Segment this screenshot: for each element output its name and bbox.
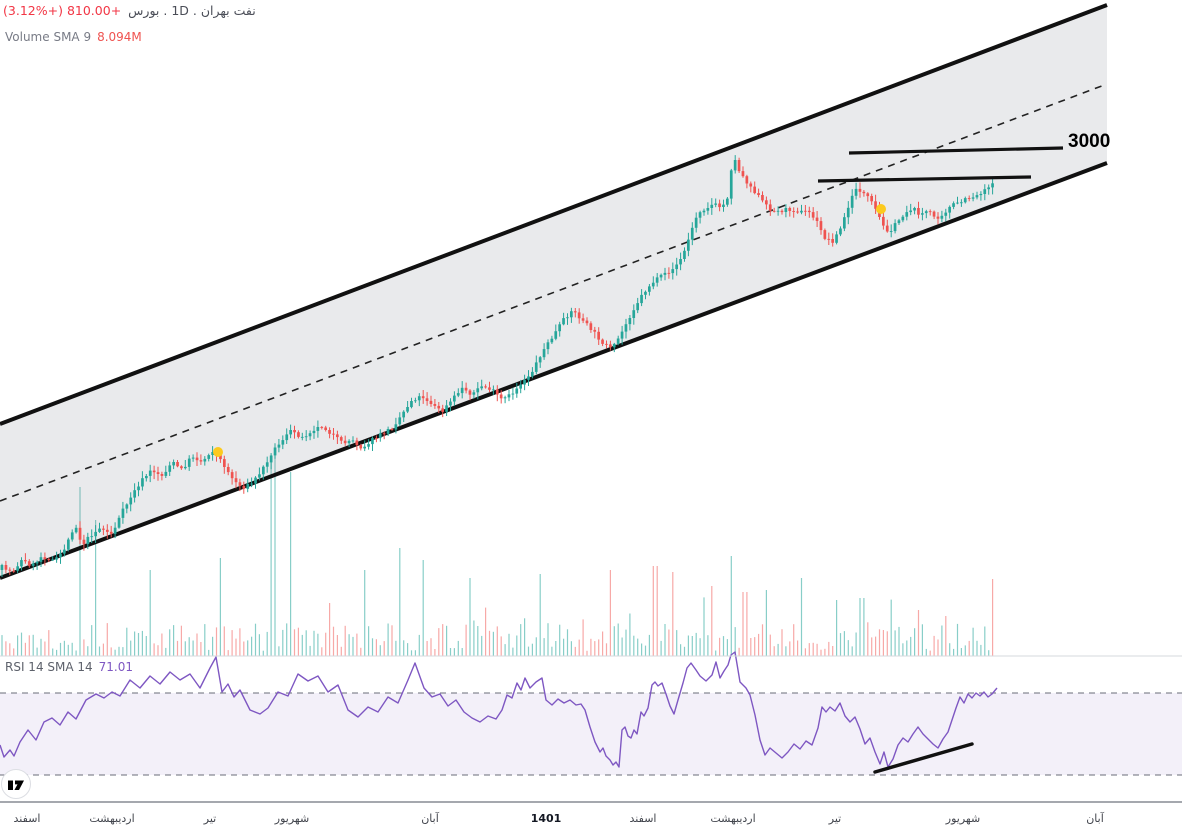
marker-dots [213, 204, 886, 457]
rsi-value: 71.01 [98, 660, 134, 674]
axis-month-label: شهریور [274, 812, 309, 825]
axis-month-label: تیر [203, 812, 216, 825]
volume-label: Volume SMA 9 [5, 30, 92, 44]
symbol-title: نفت بهران . 1D . بورس [128, 3, 256, 18]
axis-month-label: 1401 [531, 812, 562, 825]
level-lines[interactable] [817, 146, 1064, 183]
symbol-legend[interactable]: نفت بهران . 1D . بورس +810.00 (+3.12%) [3, 3, 256, 18]
price-change: +810.00 (+3.12%) [3, 3, 122, 18]
volume-value: 8.094M [97, 30, 142, 44]
axis-month-label: آبان [1086, 811, 1104, 825]
axis-month-label: آبان [421, 811, 439, 825]
rsi-pane[interactable] [0, 651, 1182, 776]
trend-channel[interactable] [0, 3, 1108, 580]
rsi-label: RSI 14 SMA 14 [5, 660, 93, 674]
time-axis[interactable]: اسفند اردیبهشت تیر شهریور آبان 1401 اسفند اردیب… [14, 811, 1105, 825]
volume-series [1, 455, 994, 656]
tradingview-logo[interactable] [1, 769, 31, 799]
axis-month-label: اسفند [14, 812, 41, 825]
axis-month-label: اسفند [630, 812, 657, 825]
volume-legend[interactable]: Volume SMA 9 8.094M [5, 30, 142, 44]
axis-month-label: اردیبهشت [710, 812, 755, 825]
tv-logo-icon [8, 780, 24, 790]
rsi-legend[interactable]: RSI 14 SMA 14 71.01 [5, 660, 133, 674]
axis-month-label: شهریور [945, 812, 980, 825]
axis-month-label: تیر [828, 812, 841, 825]
axis-month-label: اردیبهشت [89, 812, 134, 825]
candlestick-series [0, 155, 994, 577]
level-label-3000: 3000 [1068, 131, 1110, 152]
